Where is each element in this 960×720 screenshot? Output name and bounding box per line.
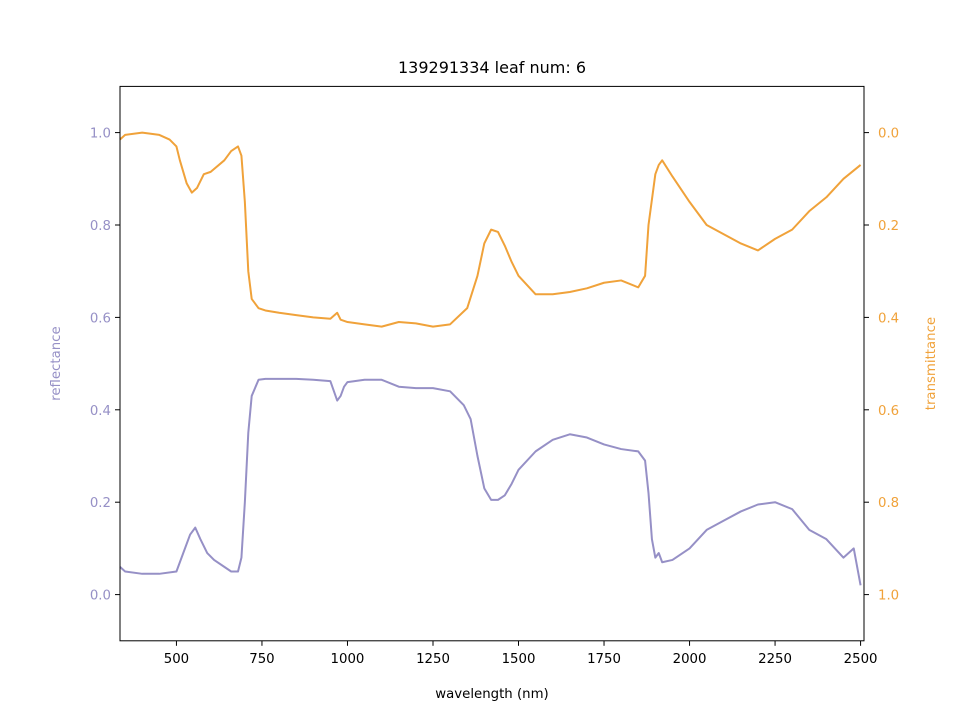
- x-tick-label: 500: [164, 652, 189, 667]
- x-tick-label: 1500: [502, 652, 536, 667]
- y-right-tick-label: 0.2: [878, 219, 899, 234]
- y-right-tick-label: 0.8: [878, 496, 899, 511]
- chart-title: 139291334 leaf num: 6: [398, 58, 586, 77]
- y-left-tick-label: 0.4: [90, 404, 111, 419]
- x-tick-label: 1250: [416, 652, 450, 667]
- y-left-tick-label: 1.0: [90, 127, 111, 142]
- reflectance-series-line: [119, 377, 862, 586]
- y-left-tick-label: 0.8: [90, 219, 111, 234]
- y-right-tick-label: 0.0: [878, 127, 899, 142]
- x-tick-label: 750: [249, 652, 274, 667]
- y-left-tick-label: 0.6: [90, 311, 111, 326]
- y-right-tick-label: 0.4: [878, 311, 899, 326]
- y-axis-right: 0.0 0.2 0.4 0.6 0.8 1.0: [864, 127, 899, 604]
- series-layer: [119, 131, 862, 586]
- y-axis-left: 0.0 0.2 0.4 0.6 0.8 1.0: [90, 127, 120, 604]
- x-axis-label: wavelength (nm): [435, 687, 548, 702]
- y-right-tick-label: 1.0: [878, 589, 899, 604]
- x-tick-label: 1750: [587, 652, 621, 667]
- y-right-tick-label: 0.6: [878, 404, 899, 419]
- y-axis-right-label: transmittance: [924, 317, 939, 410]
- x-axis: 500 750 1000 1250 1500 1750 2000 2250 2500: [164, 640, 878, 667]
- x-tick-label: 2000: [673, 652, 707, 667]
- y-left-tick-label: 0.0: [90, 589, 111, 604]
- y-axis-left-label: reflectance: [49, 326, 64, 401]
- y-left-tick-label: 0.2: [90, 496, 111, 511]
- x-tick-label: 2500: [844, 652, 878, 667]
- plot-frame: [119, 85, 865, 642]
- transmittance-series-line: [119, 131, 862, 328]
- x-tick-label: 2250: [758, 652, 792, 667]
- x-tick-label: 1000: [331, 652, 365, 667]
